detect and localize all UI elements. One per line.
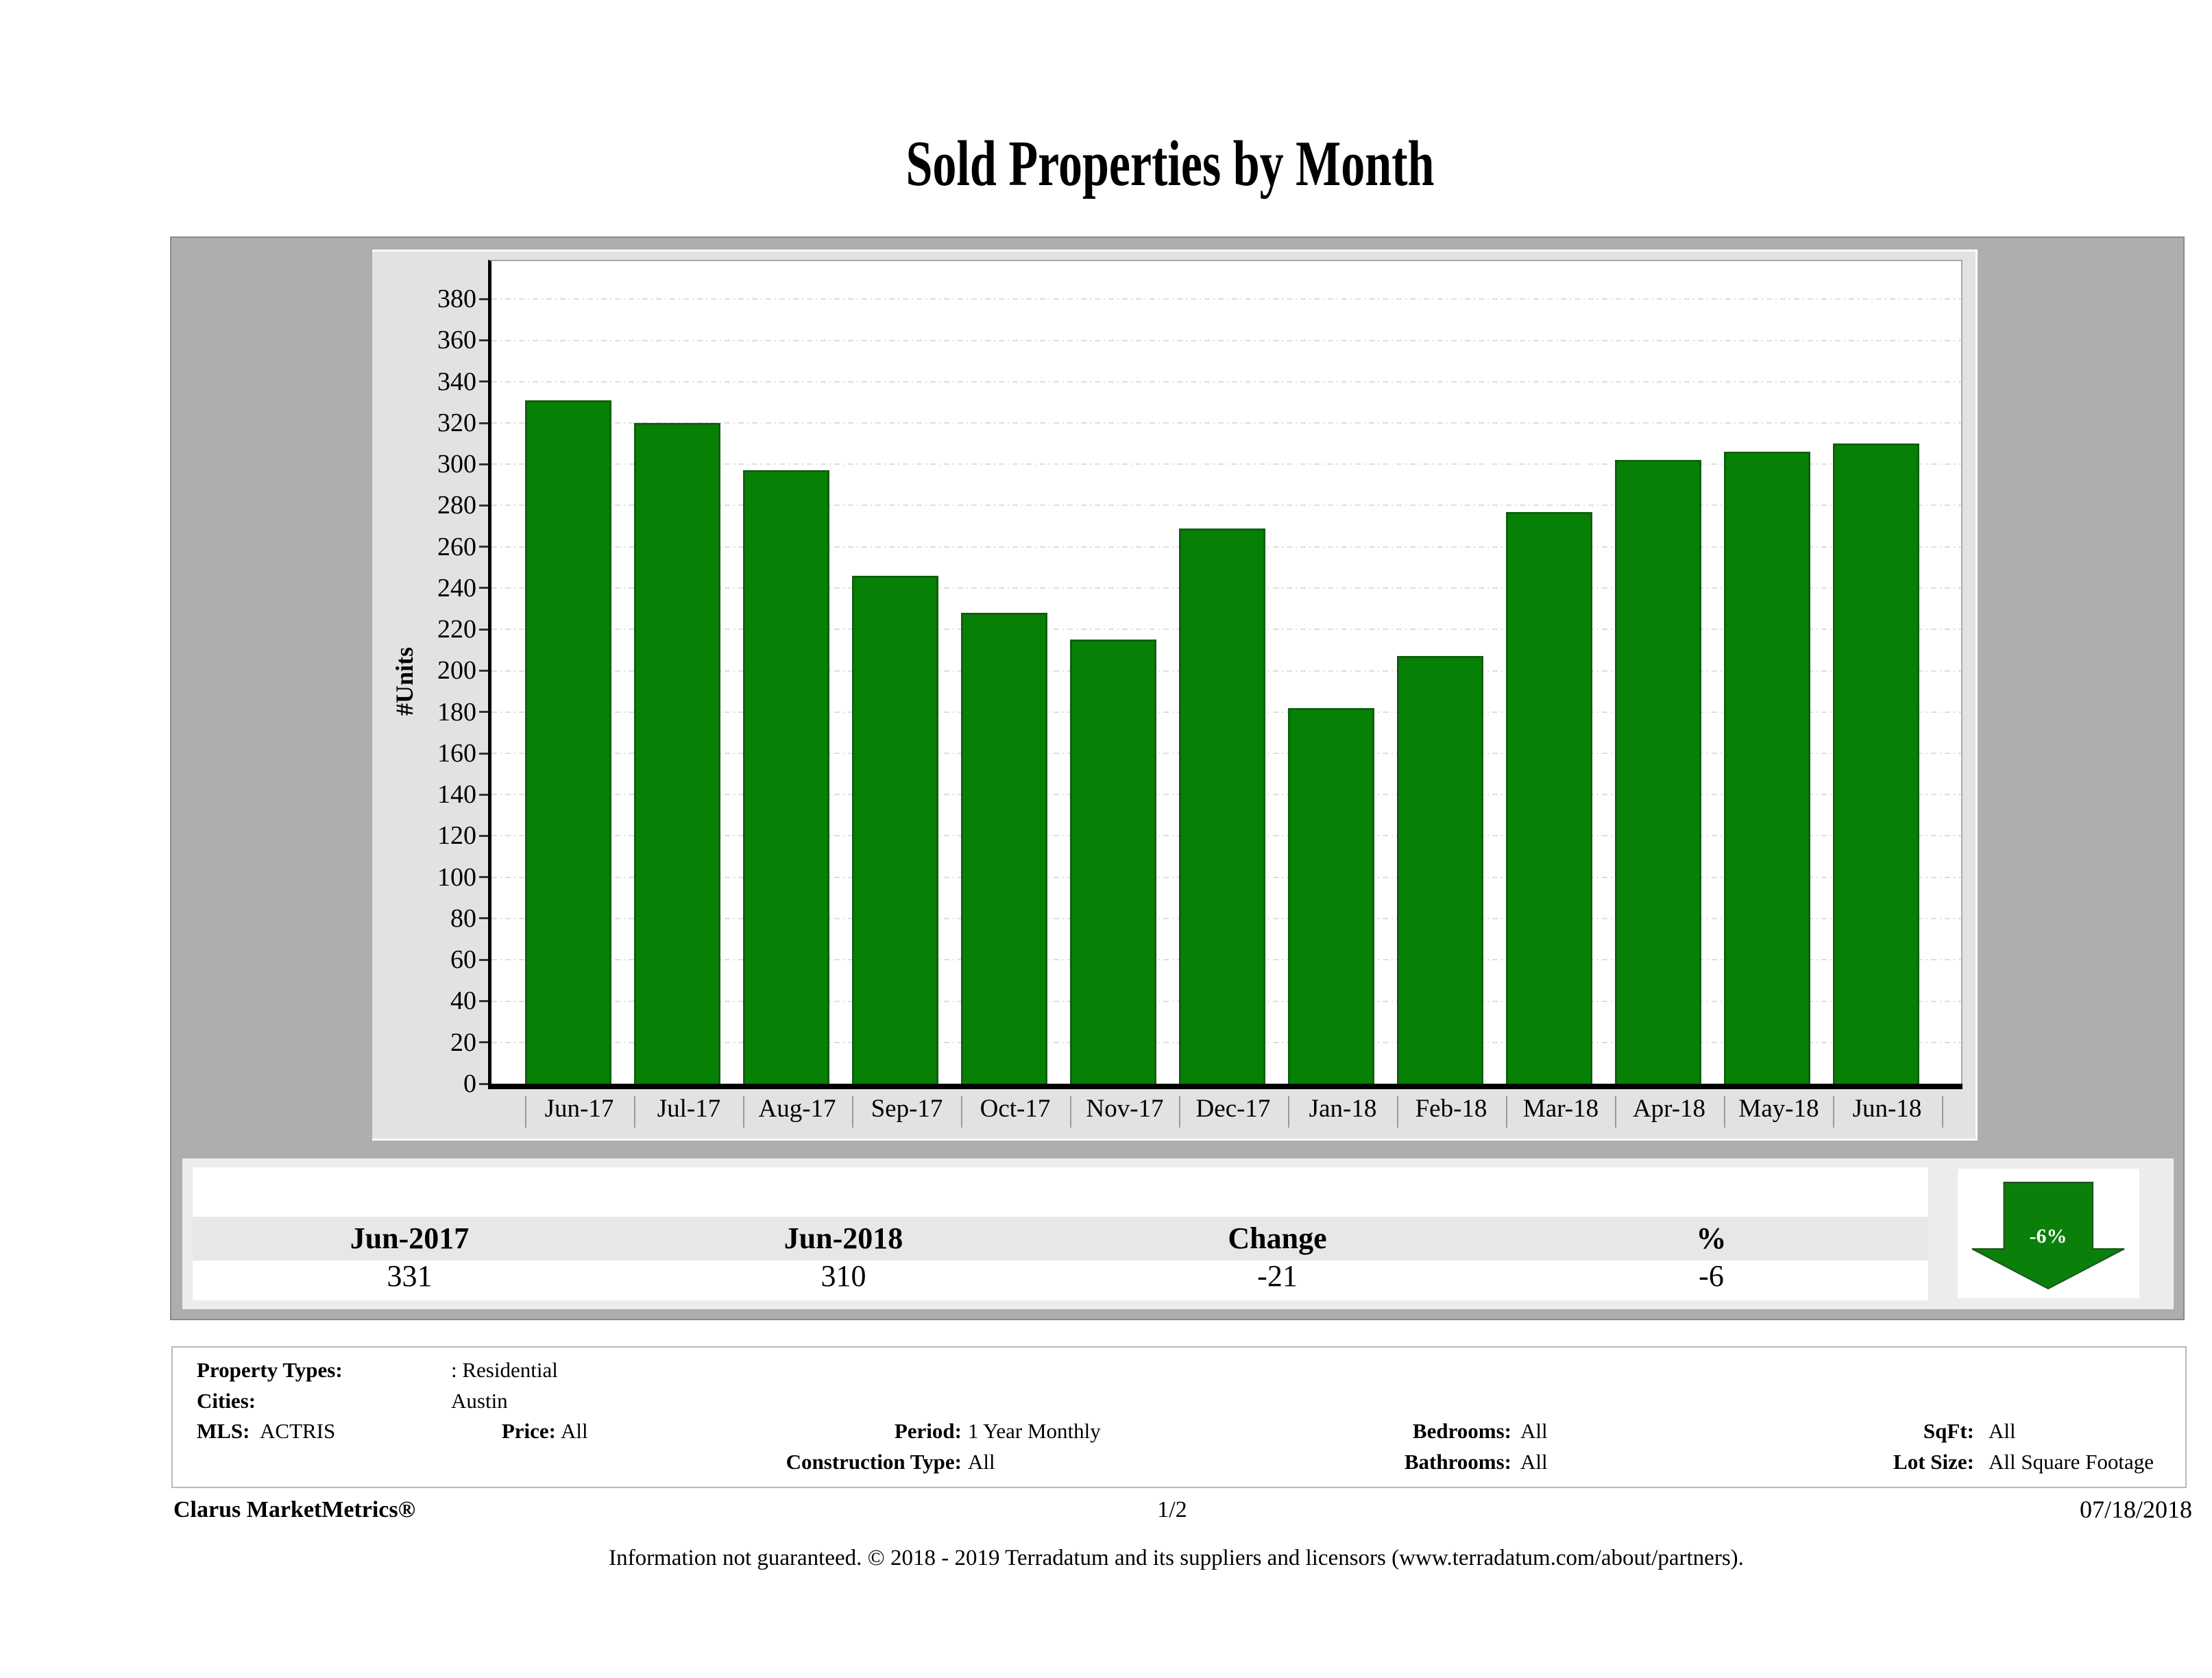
- svg-text:-6%: -6%: [2030, 1225, 2067, 1248]
